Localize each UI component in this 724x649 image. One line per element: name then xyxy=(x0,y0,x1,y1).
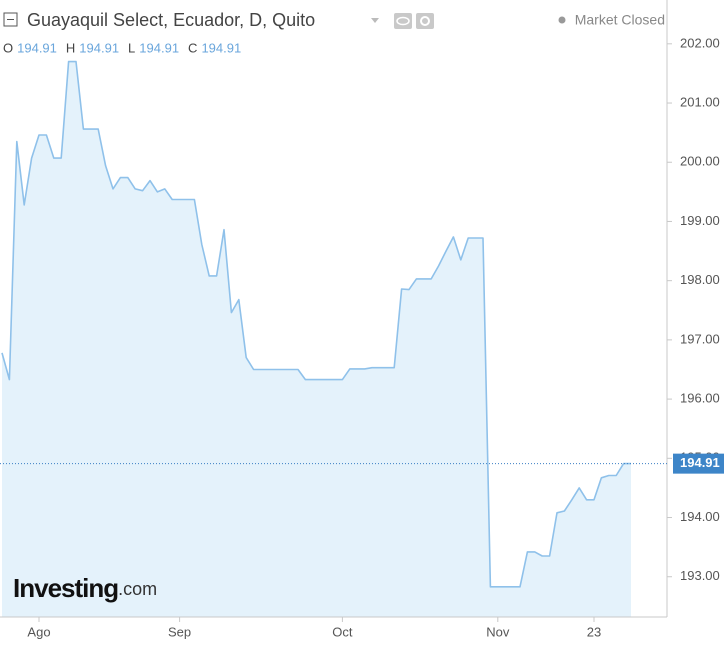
last-price-label: 194.91 xyxy=(680,455,720,470)
visibility-button[interactable] xyxy=(394,13,412,29)
y-tick-label: 200.00 xyxy=(680,154,720,169)
chart-title: Guayaquil Select, Ecuador, D, Quito xyxy=(27,10,315,30)
x-tick-label: 23 xyxy=(587,624,601,639)
ohlc-readout: O 194.91 H 194.91 L 194.91 C 194.91 xyxy=(3,40,241,55)
x-tick-label: Nov xyxy=(486,624,510,639)
collapse-icon[interactable] xyxy=(3,12,18,27)
settings-button[interactable] xyxy=(416,13,434,29)
ohlc-value: 194.91 xyxy=(79,40,119,55)
watermark-suffix: .com xyxy=(118,579,157,599)
ohlc-key: O xyxy=(3,40,13,55)
status-dot xyxy=(558,16,566,24)
last-price-tag xyxy=(673,453,724,474)
watermark-brand: Investing.com xyxy=(13,573,157,603)
y-tick-label: 202.00 xyxy=(680,35,720,50)
x-tick-label: Oct xyxy=(332,624,353,639)
y-tick-label: 194.00 xyxy=(680,509,720,524)
price-line xyxy=(1,60,631,588)
eye-icon xyxy=(396,16,410,26)
y-tick-label: 198.00 xyxy=(680,272,720,287)
gear-icon xyxy=(420,16,430,26)
area-fill xyxy=(2,61,631,618)
y-tick-label: 199.00 xyxy=(680,213,720,228)
ohlc-key: H xyxy=(66,40,75,55)
y-tick-label: 197.00 xyxy=(680,331,720,346)
plot-area xyxy=(1,60,631,618)
ohlc-key: C xyxy=(188,40,197,55)
y-tick-label: 193.00 xyxy=(680,568,720,583)
ohlc-value: 194.91 xyxy=(139,40,179,55)
y-tick-label: 196.00 xyxy=(680,391,720,406)
market-status: Market Closed xyxy=(575,12,665,28)
watermark-brand-text: Investing xyxy=(13,573,118,603)
x-tick-label: Sep xyxy=(168,624,191,639)
ohlc-value: 194.91 xyxy=(17,40,57,55)
ohlc-value: 194.91 xyxy=(201,40,241,55)
x-tick-label: Ago xyxy=(27,624,50,639)
y-tick-label: 201.00 xyxy=(680,94,720,109)
title-dropdown[interactable] xyxy=(371,18,379,23)
ohlc-key: L xyxy=(128,40,135,55)
